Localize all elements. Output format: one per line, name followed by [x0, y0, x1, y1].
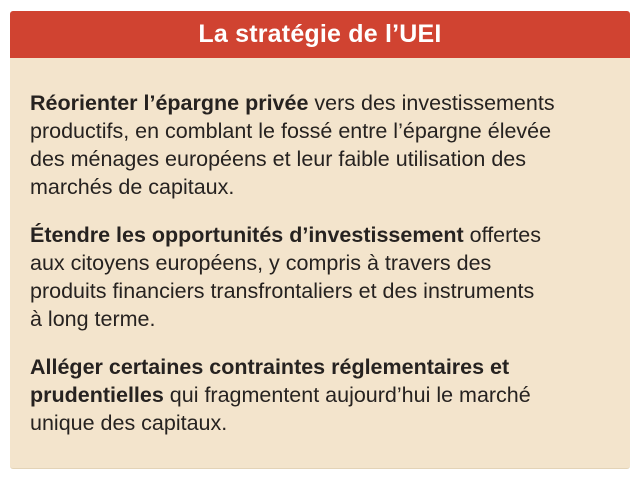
strategy-infobox: La stratégie de l’UEI Réorienter l’éparg… — [10, 11, 630, 469]
paragraph-lead: Alléger certaines contraintes réglementa… — [30, 355, 510, 379]
text-line: Étendre les opportunités d’investissemen… — [30, 221, 610, 249]
paragraph-reorienter: Réorienter l’épargne privée vers des inv… — [30, 89, 610, 201]
paragraph-alleger: Alléger certaines contraintes réglementa… — [30, 353, 610, 437]
text-line: produits financiers transfrontaliers et … — [30, 277, 610, 305]
text-line: aux citoyens européens, y compris à trav… — [30, 249, 610, 277]
paragraph-text: marchés de capitaux. — [30, 175, 235, 199]
text-line: Alléger certaines contraintes réglementa… — [30, 353, 610, 381]
paragraph-text: à long terme. — [30, 307, 156, 331]
paragraph-text: aux citoyens européens, y compris à trav… — [30, 251, 492, 275]
paragraph-lead: prudentielles — [30, 383, 164, 407]
paragraph-text: vers des investissements — [308, 91, 555, 115]
infobox-title-bar: La stratégie de l’UEI — [10, 11, 630, 58]
text-line: unique des capitaux. — [30, 409, 610, 437]
infobox-body: Réorienter l’épargne privée vers des inv… — [10, 58, 630, 469]
paragraph-text: qui fragmentent aujourd’hui le marché — [163, 383, 531, 407]
text-line: prudentielles qui fragmentent aujourd’hu… — [30, 381, 610, 409]
text-line: à long terme. — [30, 305, 610, 333]
paragraph-text: unique des capitaux. — [30, 411, 228, 435]
text-line: marchés de capitaux. — [30, 173, 610, 201]
paragraph-text: productifs, en comblant le fossé entre l… — [30, 119, 552, 143]
paragraph-text: des ménages européens et leur faible uti… — [30, 147, 527, 171]
paragraph-lead: Réorienter l’épargne privée — [30, 91, 309, 115]
paragraph-text: offertes — [463, 223, 541, 247]
text-line: Réorienter l’épargne privée vers des inv… — [30, 89, 610, 117]
paragraph-text: produits financiers transfrontaliers et … — [30, 279, 535, 303]
text-line: des ménages européens et leur faible uti… — [30, 145, 610, 173]
paragraph-etendre: Étendre les opportunités d’investissemen… — [30, 221, 610, 333]
infobox-title: La stratégie de l’UEI — [198, 20, 442, 48]
text-line: productifs, en comblant le fossé entre l… — [30, 117, 610, 145]
paragraph-lead: Étendre les opportunités d’investissemen… — [30, 223, 464, 247]
